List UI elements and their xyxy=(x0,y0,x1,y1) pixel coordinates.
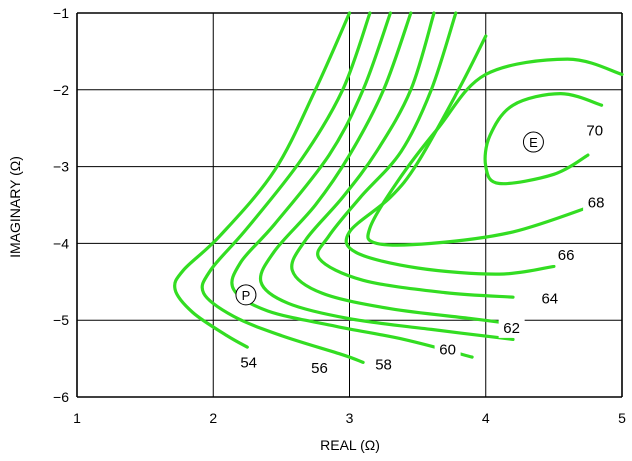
contour-line-64 xyxy=(316,11,515,299)
contour-label-56: 56 xyxy=(311,360,328,377)
marker-label-p: P xyxy=(242,288,251,303)
y-axis-label: IMAGINARY (Ω) xyxy=(7,156,23,258)
x-tick-label: 1 xyxy=(73,410,81,426)
marker-label-e: E xyxy=(529,135,538,150)
marker-circle-e xyxy=(522,131,544,153)
tick-labels: 1 2 3 4 5 −1 −2 −3 −4 −5 −6 xyxy=(53,5,626,426)
x-tick-label: 5 xyxy=(618,410,626,426)
x-tick-label: 4 xyxy=(482,410,490,426)
contour-label-54: 54 xyxy=(240,354,257,371)
contour-label-58: 58 xyxy=(375,357,392,374)
contour-line-58 xyxy=(230,11,474,359)
y-tick-label: −4 xyxy=(53,235,69,251)
point-markers: PE xyxy=(235,131,544,306)
contour-label-bg xyxy=(581,120,608,141)
contour-lines xyxy=(173,11,624,364)
y-tick-label: −5 xyxy=(53,312,69,328)
contour-label-60: 60 xyxy=(439,341,456,358)
y-tick-label: −1 xyxy=(53,5,69,21)
contour-label-66: 66 xyxy=(558,247,575,264)
y-tick-label: −3 xyxy=(53,159,69,175)
contour-label-bg xyxy=(498,317,525,338)
contour-label-bg xyxy=(553,244,580,265)
x-tick-label: 2 xyxy=(209,410,217,426)
contour-line-68 xyxy=(366,57,624,247)
contour-label-bg xyxy=(235,352,262,373)
contour-line-70 xyxy=(483,92,604,186)
contour-label-70: 70 xyxy=(586,123,603,140)
contour-label-bg xyxy=(306,357,333,378)
contour-label-bg xyxy=(536,288,563,309)
marker-circle-p xyxy=(235,284,257,306)
contour-line-60 xyxy=(258,11,515,341)
contour-label-64: 64 xyxy=(541,291,558,308)
contour-label-68: 68 xyxy=(588,195,605,212)
contour-label-bg xyxy=(434,339,461,360)
contour-line-56 xyxy=(200,11,372,364)
y-tick-label: −6 xyxy=(53,389,69,405)
contour-label-bg xyxy=(583,192,610,213)
contour-line-66 xyxy=(344,34,556,276)
x-tick-label: 3 xyxy=(346,410,354,426)
y-tick-label: −2 xyxy=(53,82,69,98)
contour-label-bg xyxy=(370,354,397,375)
contour-line-62 xyxy=(290,11,515,326)
x-axis-label: REAL (Ω) xyxy=(320,437,380,453)
contour-labels: 54 56 58 60 62 64 66 68 70 xyxy=(235,120,610,378)
contour-line-54 xyxy=(173,11,352,349)
contour-label-62: 62 xyxy=(503,320,520,337)
